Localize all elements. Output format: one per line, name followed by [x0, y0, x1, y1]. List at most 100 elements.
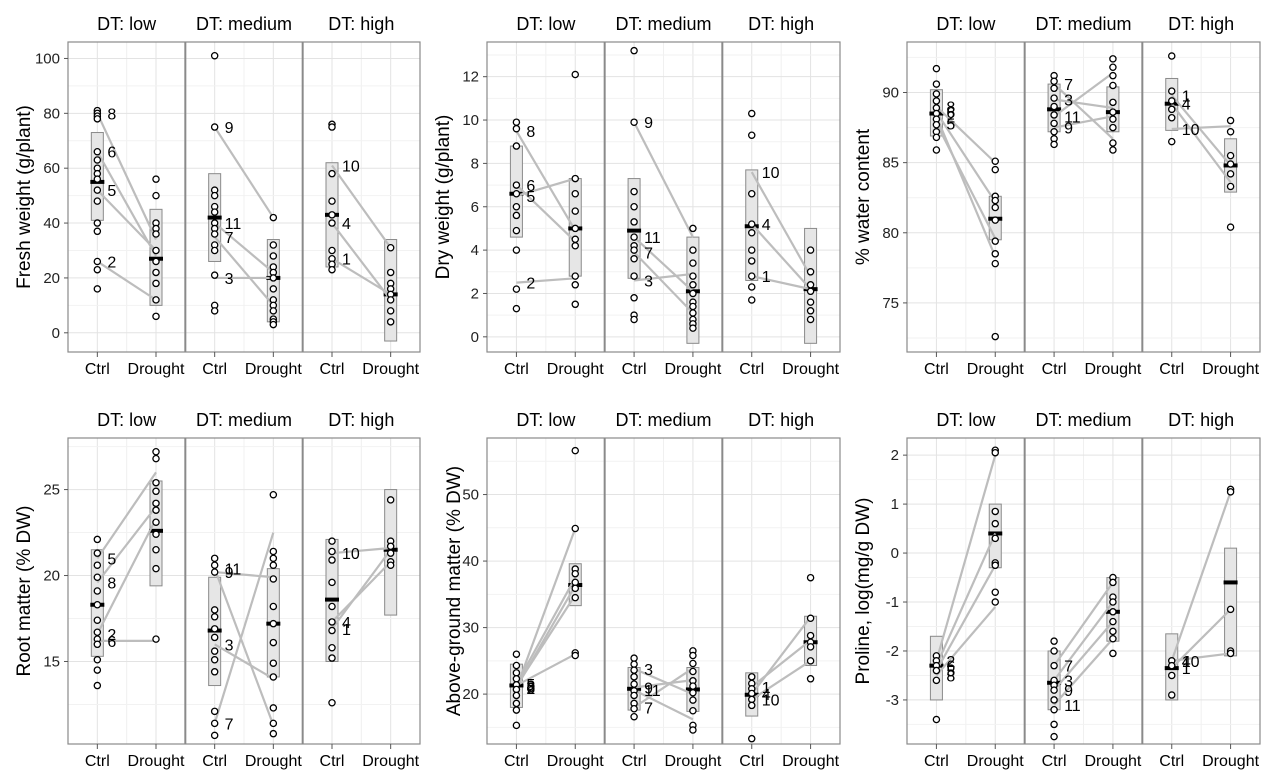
data-point — [689, 259, 697, 267]
data-point — [328, 698, 336, 707]
data-point — [152, 279, 160, 288]
data-point — [991, 519, 1000, 528]
data-point — [512, 118, 521, 126]
data-point — [571, 578, 580, 587]
plant-line — [633, 121, 694, 238]
data-point — [630, 233, 638, 241]
plant-line — [1171, 125, 1231, 131]
plant-id-label: 5 — [107, 183, 116, 200]
plant-line — [935, 105, 997, 164]
y-tick-label: -1 — [886, 594, 899, 611]
plant-line — [750, 616, 812, 695]
data-point — [571, 593, 580, 602]
x-tick-label: Ctrl — [504, 753, 529, 770]
data-point — [1168, 97, 1176, 105]
facet-2: DT: medium Ctrl Drought 7 9 3 11 — [196, 410, 302, 770]
y-tick-label: 2 — [471, 285, 479, 302]
data-point — [630, 246, 638, 254]
data-point — [269, 704, 278, 712]
plant-id-label: 9 — [225, 120, 234, 137]
data-point — [210, 246, 219, 255]
data-point — [630, 46, 638, 55]
data-point — [269, 561, 278, 569]
y-tick-label: 4 — [471, 242, 479, 259]
plant-id-label: 10 — [762, 692, 780, 709]
data-point — [1168, 87, 1176, 95]
data-point — [152, 518, 160, 526]
plant-line — [515, 528, 577, 689]
data-point — [210, 307, 219, 315]
x-tick-label: Ctrl — [924, 753, 949, 770]
data-point — [512, 124, 521, 133]
data-point — [571, 189, 580, 198]
data-point — [152, 530, 160, 539]
plant-line — [935, 564, 997, 672]
data-point — [512, 685, 521, 694]
x-tick-label: Drought — [547, 753, 604, 770]
y-tick-label: 60 — [43, 160, 60, 177]
plant-id-label: 10 — [762, 165, 780, 182]
plant-id-label: 5 — [946, 116, 955, 133]
plant-id-label: 11 — [1064, 698, 1081, 715]
plant-line — [935, 454, 997, 662]
facet-strip-label: DT: high — [328, 410, 394, 430]
data-point — [689, 706, 697, 715]
data-point — [748, 109, 756, 118]
plant-id-label: 8 — [107, 106, 116, 123]
plant-line — [750, 171, 812, 277]
plant-id-label: 3 — [644, 273, 653, 290]
data-point — [1226, 151, 1235, 160]
data-point — [210, 561, 219, 569]
data-point — [806, 643, 815, 651]
y-tick-label: 80 — [882, 225, 899, 242]
data-point — [512, 211, 521, 220]
data-point — [630, 691, 638, 700]
data-point — [152, 499, 160, 508]
plant-line — [331, 549, 392, 630]
data-point — [991, 561, 1000, 570]
data-point — [386, 307, 395, 315]
data-point — [571, 300, 580, 309]
plant-id-label: 1 — [762, 269, 771, 286]
data-point — [748, 734, 756, 743]
data-point — [386, 318, 395, 326]
data-point — [991, 237, 1000, 245]
data-point — [1168, 105, 1176, 114]
plant-line — [1053, 115, 1114, 129]
data-point — [1109, 634, 1117, 643]
facet-strip-label: DT: medium — [1035, 14, 1131, 34]
data-point — [152, 454, 160, 463]
facet-strip-label: DT: medium — [196, 14, 292, 34]
data-point — [932, 133, 941, 142]
data-point — [689, 682, 697, 690]
data-point — [1168, 691, 1176, 699]
facet-strip-label: DT: low — [97, 410, 157, 430]
x-tick-label: Drought — [547, 361, 604, 378]
data-point — [1109, 81, 1117, 90]
data-point — [210, 230, 219, 238]
panel-border — [486, 41, 841, 353]
data-point — [571, 584, 580, 593]
x-tick-label: Ctrl — [1042, 753, 1067, 770]
data-point — [748, 272, 756, 280]
data-point — [93, 601, 102, 609]
plant-line — [213, 236, 275, 307]
data-point — [806, 298, 815, 306]
data-point — [269, 547, 278, 556]
plant-id-label: 3 — [1064, 93, 1073, 110]
data-point — [269, 274, 278, 282]
plant-line — [935, 111, 997, 203]
data-point — [991, 507, 1000, 516]
plant-id-label: 3 — [526, 679, 535, 696]
data-point — [1109, 115, 1117, 123]
data-point — [512, 304, 521, 313]
data-point — [991, 598, 1000, 606]
plant-line — [935, 606, 997, 677]
data-point — [806, 631, 815, 640]
x-tick-label: Drought — [1084, 361, 1141, 378]
data-point — [1050, 119, 1058, 128]
plant-line — [96, 518, 157, 635]
data-point — [1050, 77, 1058, 86]
data-point — [991, 157, 1000, 165]
data-point — [512, 706, 521, 714]
